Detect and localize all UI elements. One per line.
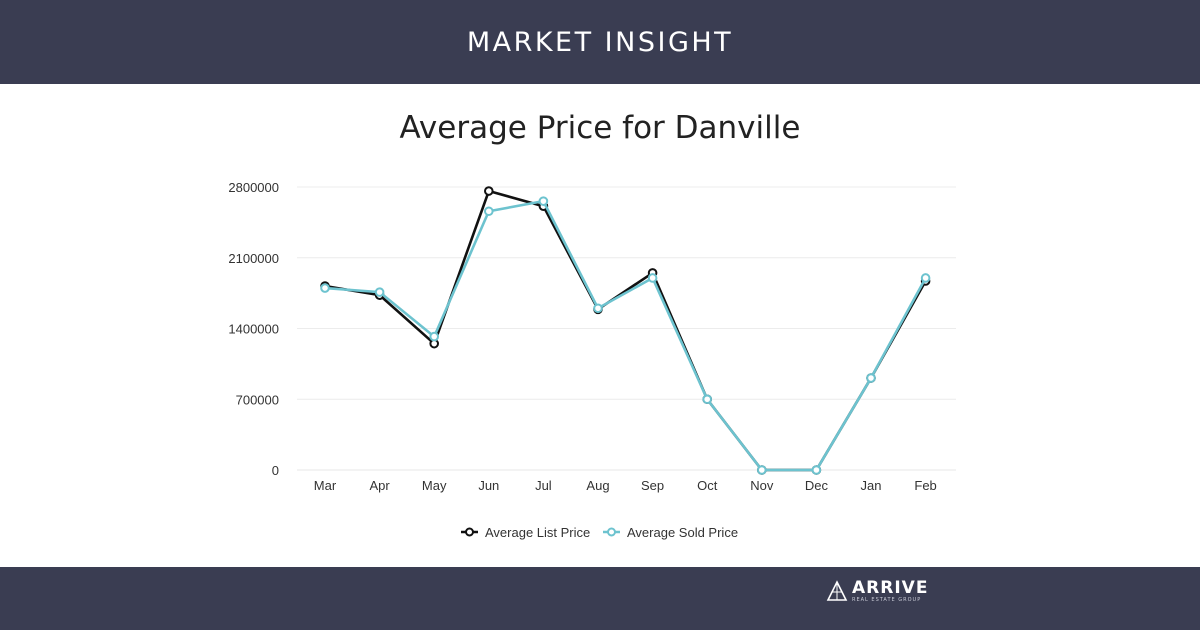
x-tick-label: May bbox=[422, 478, 447, 493]
series-line bbox=[324, 199, 927, 472]
header-title: MARKET INSIGHT bbox=[466, 26, 734, 58]
data-point bbox=[866, 373, 876, 383]
data-point bbox=[593, 303, 603, 314]
x-tick-label: Sep bbox=[641, 478, 664, 493]
x-tick-label: Dec bbox=[805, 478, 829, 493]
line-chart: 0 700000 1400000 2100000 2800000 Mar Apr May Ju… bbox=[228, 180, 956, 540]
data-point bbox=[647, 273, 658, 283]
y-tick-label: 2800000 bbox=[228, 180, 279, 195]
data-point bbox=[374, 287, 385, 297]
triangle-logo-icon bbox=[826, 580, 848, 601]
series-1 bbox=[320, 196, 931, 475]
series-lines bbox=[320, 186, 931, 475]
footer-band bbox=[0, 567, 1200, 630]
data-point bbox=[320, 283, 330, 293]
x-tick-label: Oct bbox=[697, 478, 718, 493]
x-tick-label: Apr bbox=[369, 478, 390, 493]
y-tick-label: 700000 bbox=[236, 392, 279, 407]
y-axis-ticks: 0 700000 1400000 2100000 2800000 bbox=[228, 180, 279, 478]
data-point bbox=[538, 196, 549, 206]
x-axis-ticks: Mar Apr May Jun Jul Aug Sep Oct Nov Dec Jan Feb bbox=[314, 478, 937, 493]
x-tick-label: Jun bbox=[478, 478, 499, 493]
y-tick-label: 0 bbox=[272, 463, 279, 478]
data-point bbox=[484, 206, 494, 217]
legend-label: Average Sold Price bbox=[627, 525, 738, 540]
data-point bbox=[920, 273, 931, 283]
x-tick-label: Jul bbox=[535, 478, 552, 493]
legend-item: Average Sold Price bbox=[603, 525, 738, 540]
legend-item: Average List Price bbox=[461, 525, 590, 540]
legend: Average List Price Average Sold Price bbox=[461, 525, 738, 540]
y-tick-label: 1400000 bbox=[228, 322, 279, 337]
data-point bbox=[811, 465, 822, 475]
chart-title: Average Price for Danville bbox=[399, 110, 801, 146]
legend-label: Average List Price bbox=[485, 525, 590, 540]
data-point bbox=[757, 465, 767, 475]
data-point bbox=[429, 331, 440, 342]
brand-logo: ARRIVE REAL ESTATE GROUP bbox=[826, 579, 928, 603]
grid-lines bbox=[297, 186, 956, 471]
series-line bbox=[324, 189, 927, 472]
x-tick-label: Nov bbox=[750, 478, 774, 493]
brand-tagline: REAL ESTATE GROUP bbox=[852, 596, 922, 603]
data-point bbox=[702, 394, 713, 405]
x-tick-label: Mar bbox=[314, 478, 337, 493]
x-tick-label: Feb bbox=[914, 478, 936, 493]
data-point bbox=[484, 186, 494, 196]
y-tick-label: 2100000 bbox=[228, 251, 279, 266]
brand-name: ARRIVE bbox=[852, 577, 929, 598]
x-tick-label: Aug bbox=[586, 478, 609, 493]
x-tick-label: Jan bbox=[861, 478, 882, 493]
header-band: MARKET INSIGHT bbox=[0, 0, 1200, 84]
